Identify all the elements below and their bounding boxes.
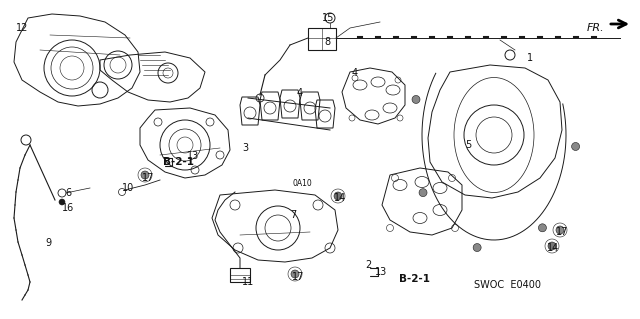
Text: 0A10: 0A10 bbox=[292, 179, 312, 188]
Bar bbox=[308, 28, 336, 50]
Circle shape bbox=[538, 224, 547, 232]
Text: 1: 1 bbox=[527, 53, 533, 63]
Text: 17: 17 bbox=[292, 272, 304, 282]
Text: 5: 5 bbox=[465, 140, 471, 150]
Text: 13: 13 bbox=[187, 151, 199, 161]
Text: 12: 12 bbox=[16, 23, 28, 33]
Text: 13: 13 bbox=[375, 267, 387, 277]
Text: 16: 16 bbox=[62, 203, 74, 213]
Circle shape bbox=[334, 192, 342, 200]
Text: 11: 11 bbox=[242, 277, 254, 287]
Text: 17: 17 bbox=[142, 173, 154, 183]
Text: 8: 8 bbox=[324, 37, 330, 47]
Circle shape bbox=[412, 95, 420, 103]
Circle shape bbox=[419, 189, 427, 197]
Circle shape bbox=[473, 243, 481, 252]
Bar bbox=[230, 268, 250, 282]
Text: 3: 3 bbox=[242, 143, 248, 153]
Circle shape bbox=[141, 171, 149, 179]
Text: 14: 14 bbox=[334, 193, 346, 203]
Text: 10: 10 bbox=[122, 183, 134, 193]
Text: 2: 2 bbox=[365, 260, 371, 270]
Text: 4: 4 bbox=[352, 68, 358, 78]
Text: 17: 17 bbox=[556, 227, 568, 237]
Circle shape bbox=[572, 143, 580, 151]
Circle shape bbox=[59, 199, 65, 205]
Circle shape bbox=[556, 226, 564, 234]
Text: SWOC  E0400: SWOC E0400 bbox=[474, 280, 541, 290]
Text: B-2-1: B-2-1 bbox=[399, 274, 431, 284]
Circle shape bbox=[548, 242, 556, 250]
Text: 7: 7 bbox=[290, 210, 296, 220]
Text: 9: 9 bbox=[45, 238, 51, 248]
Text: 4: 4 bbox=[297, 88, 303, 98]
Text: FR.: FR. bbox=[587, 23, 605, 33]
Circle shape bbox=[291, 270, 299, 278]
Text: 15: 15 bbox=[322, 13, 334, 23]
Text: B-2-1: B-2-1 bbox=[163, 157, 193, 167]
Text: 6: 6 bbox=[65, 188, 71, 198]
Text: 14: 14 bbox=[547, 243, 559, 253]
